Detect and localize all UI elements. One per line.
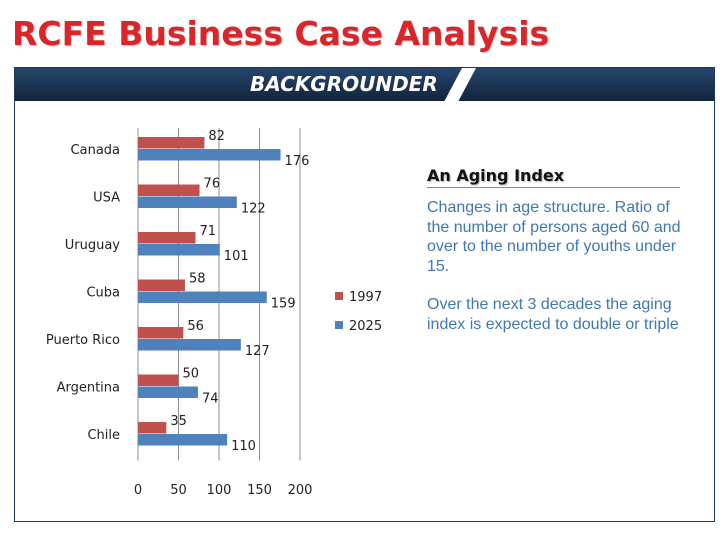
x-tick-label: 0 [134, 483, 142, 498]
category-label: Argentina [57, 380, 120, 395]
content-frame [14, 67, 715, 522]
bar-2025 [138, 434, 228, 446]
bar-2025 [138, 244, 220, 256]
x-tick-label: 50 [170, 483, 187, 498]
bar-2025 [138, 339, 241, 351]
bar-1997 [138, 279, 185, 291]
bar-2025 [138, 291, 267, 303]
value-label: 76 [204, 177, 221, 192]
side-heading: An Aging Index [427, 166, 565, 185]
value-label: 74 [202, 392, 219, 407]
slide-title: RCFE Business Case Analysis [12, 14, 550, 53]
value-label: 82 [208, 129, 225, 144]
side-text: Changes in age structure. Ratio of the n… [427, 198, 689, 353]
value-label: 71 [200, 224, 217, 239]
side-paragraph-2: Over the next 3 decades the aging index … [427, 296, 679, 333]
bar-1997 [138, 422, 167, 434]
category-label: Uruguay [65, 238, 121, 253]
bar-2025 [138, 196, 237, 208]
bar-1997 [138, 374, 179, 386]
legend-label: 1997 [349, 290, 382, 305]
side-heading-rule [427, 187, 680, 188]
value-label: 159 [271, 297, 296, 312]
x-tick-label: 100 [207, 483, 232, 498]
value-label: 127 [245, 344, 270, 359]
chart-legend: 1997 2025 [335, 290, 382, 334]
bar-1997 [138, 184, 200, 196]
category-label: USA [93, 190, 120, 205]
x-tick-label: 200 [288, 483, 313, 498]
value-label: 50 [183, 367, 200, 382]
category-label: Cuba [86, 285, 120, 300]
banner-label: BACKGROUNDER [250, 72, 438, 96]
x-tick-label: 150 [247, 483, 272, 498]
section-banner [15, 68, 714, 101]
bar-2025 [138, 149, 281, 161]
bar-1997 [138, 232, 196, 244]
chart-bars [138, 137, 281, 446]
bar-2025 [138, 386, 198, 398]
value-label: 35 [170, 414, 187, 429]
legend-swatch [335, 292, 343, 300]
side-paragraph-1: Changes in age structure. Ratio of the n… [427, 199, 681, 275]
value-label: 101 [224, 249, 249, 264]
chart-labels: 0 50 100 150 200 Canada 82 176 USA 76 122 Uruguay 71… [46, 129, 313, 498]
category-label: Chile [87, 428, 120, 443]
value-label: 110 [231, 439, 256, 454]
legend-swatch [335, 321, 343, 329]
bar-1997 [138, 327, 184, 339]
value-label: 58 [189, 272, 206, 287]
bar-1997 [138, 137, 205, 149]
category-label: Canada [71, 143, 120, 158]
category-label: Puerto Rico [46, 333, 120, 348]
value-label: 122 [241, 202, 266, 217]
value-label: 56 [187, 319, 204, 334]
value-label: 176 [285, 154, 310, 169]
legend-label: 2025 [349, 319, 382, 334]
